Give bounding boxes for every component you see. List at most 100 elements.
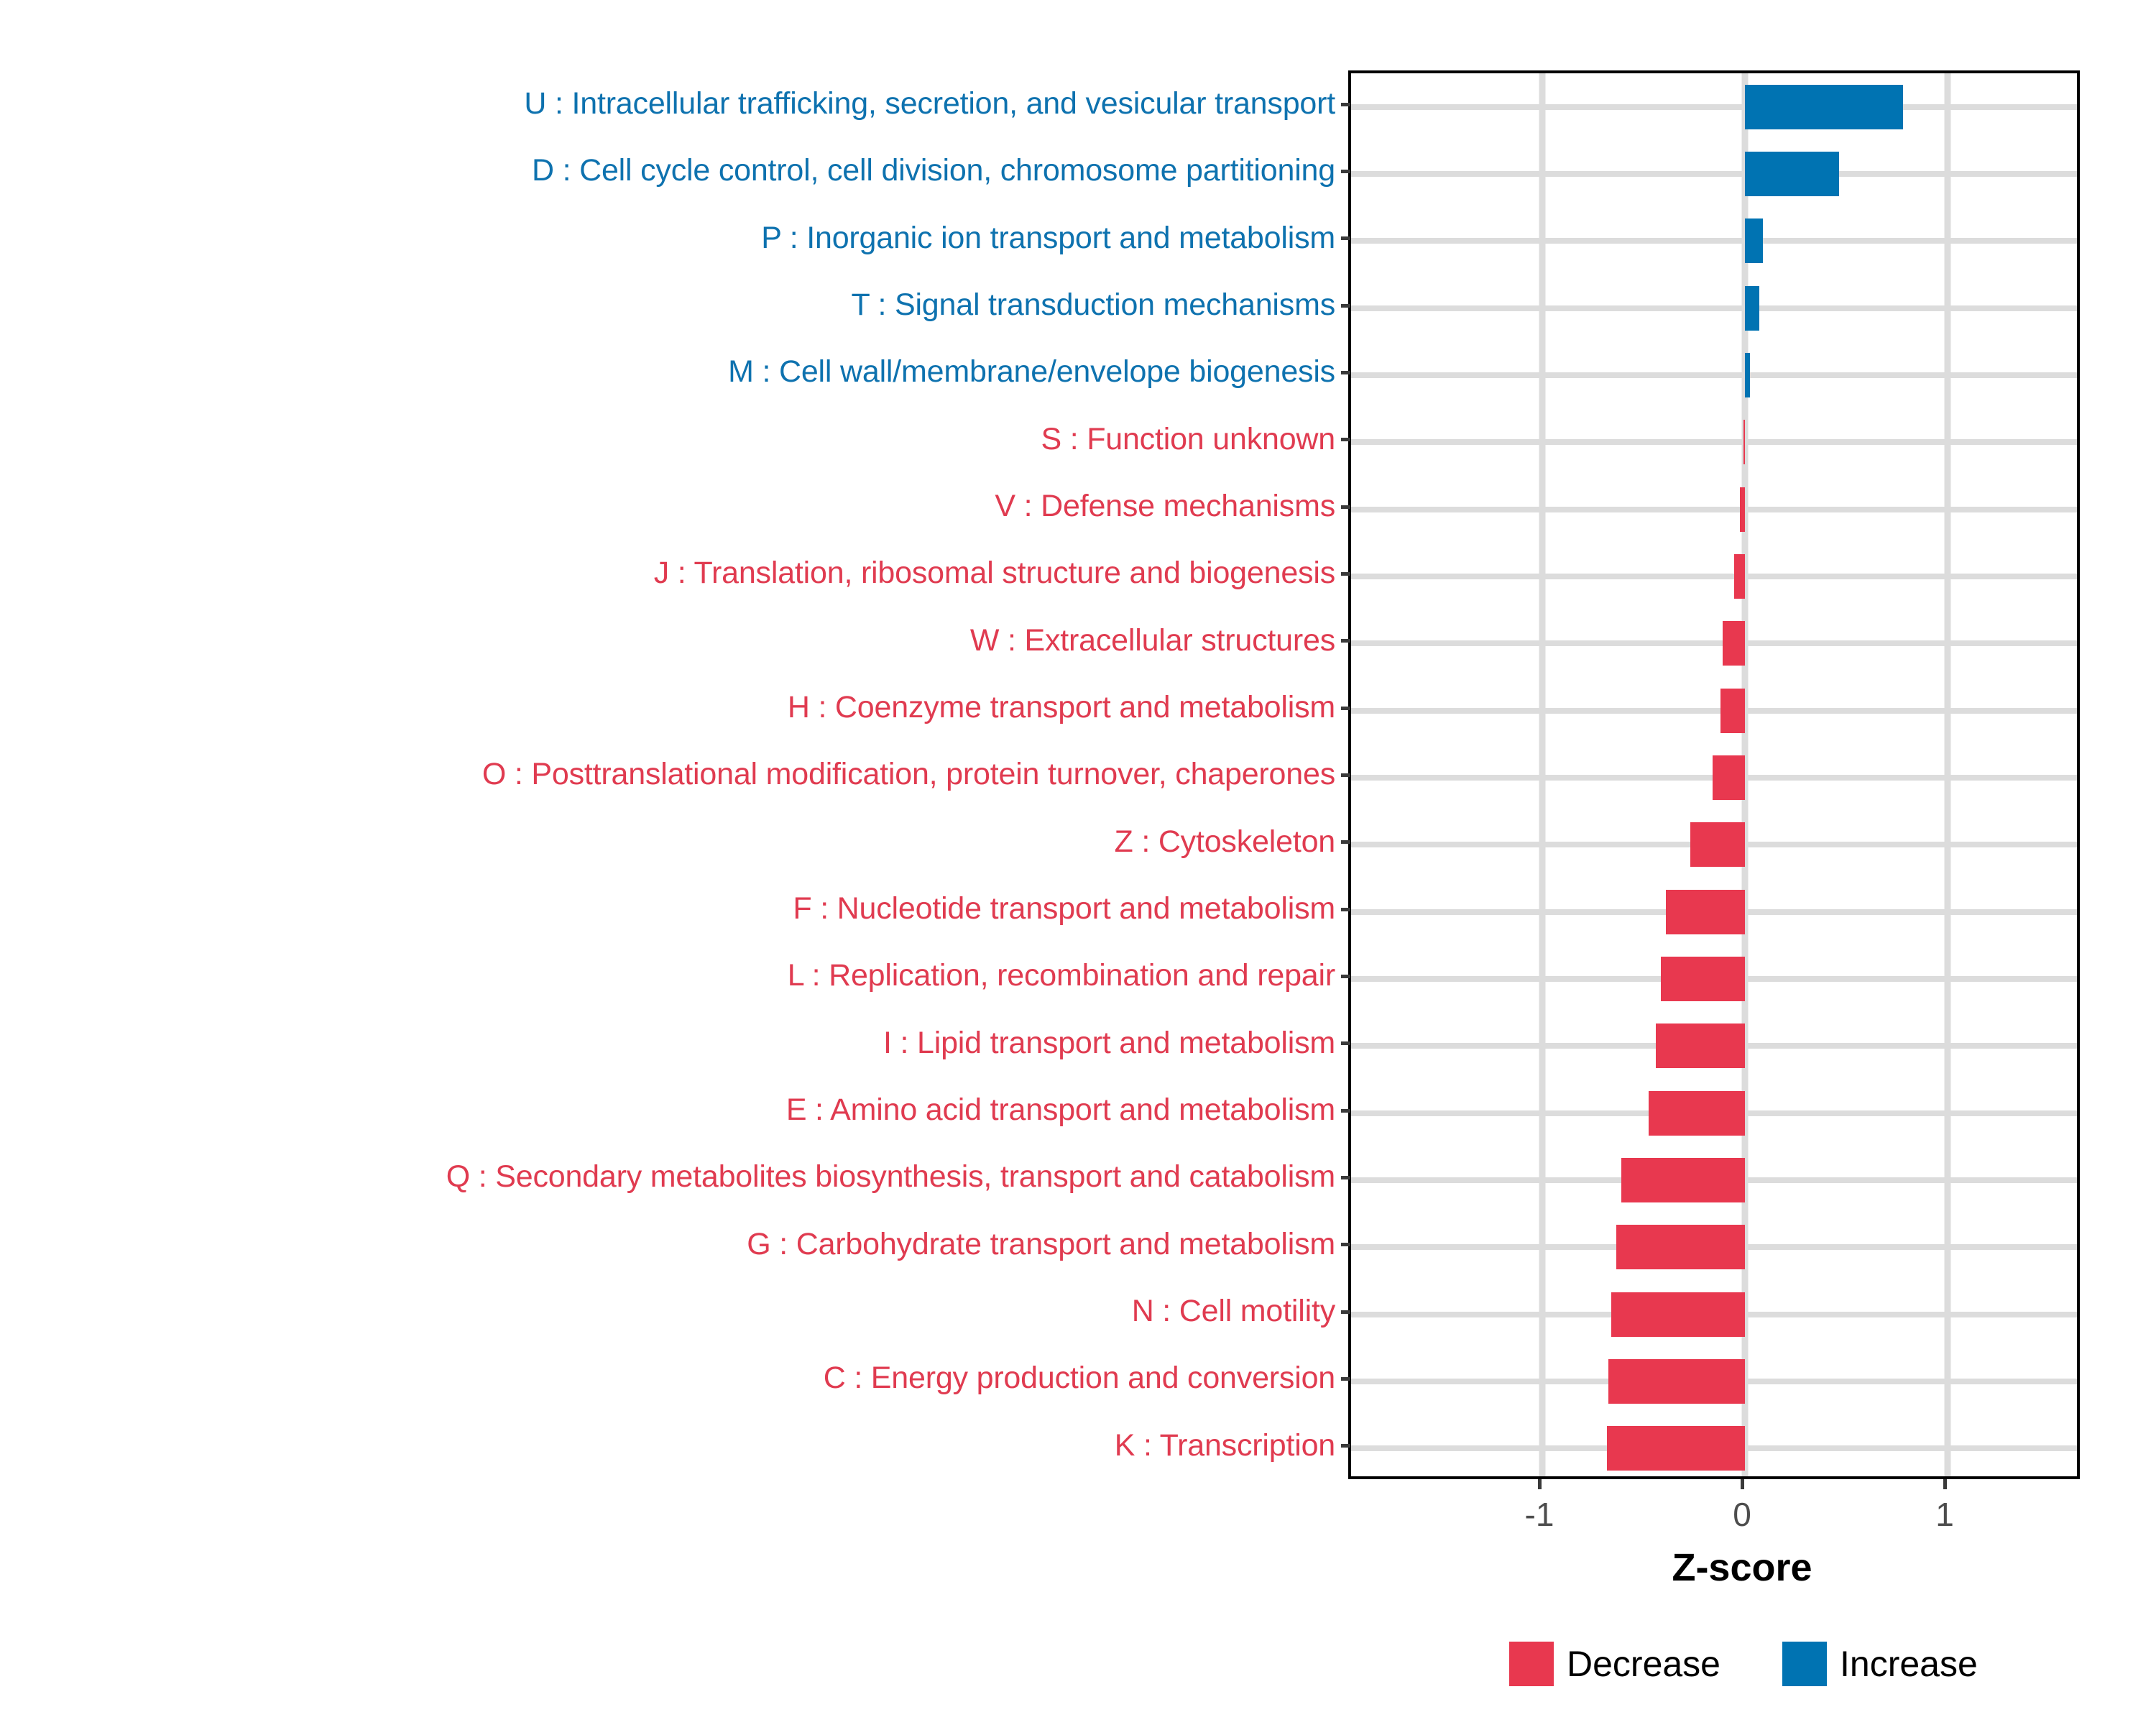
legend: Decrease Increase — [1509, 1639, 1978, 1689]
bar[interactable] — [1745, 218, 1764, 264]
y-axis-tick — [1341, 706, 1350, 710]
category-label: W : Extracellular structures — [969, 622, 1335, 658]
category-label: C : Energy production and conversion — [823, 1361, 1335, 1396]
category-label: S : Function unknown — [1041, 421, 1335, 456]
y-axis-tick — [1341, 170, 1350, 173]
legend-item-increase[interactable]: Increase — [1782, 1642, 1978, 1686]
category-row: S : Function unknown — [0, 406, 1348, 473]
plot-panel — [1348, 70, 2080, 1479]
gridline-horizontal — [1351, 305, 2077, 311]
gridline-horizontal — [1351, 372, 2077, 378]
plot-panel-inner — [1351, 73, 2077, 1476]
y-axis-tick — [1341, 1041, 1350, 1046]
category-row: D : Cell cycle control, cell division, c… — [0, 137, 1348, 204]
gridline-horizontal — [1351, 506, 2077, 512]
bar[interactable] — [1611, 1292, 1745, 1337]
gridline-horizontal — [1351, 171, 2077, 177]
y-axis-tick — [1341, 1243, 1350, 1247]
y-axis-tick — [1341, 102, 1350, 106]
x-axis-tick — [1741, 1479, 1744, 1489]
category-row: H : Coenzyme transport and metabolism — [0, 674, 1348, 741]
y-axis-tick — [1341, 1108, 1350, 1113]
category-row: J : Translation, ribosomal structure and… — [0, 540, 1348, 607]
legend-label-decrease: Decrease — [1567, 1644, 1720, 1684]
y-axis-tick — [1341, 975, 1350, 978]
bar[interactable] — [1616, 1225, 1745, 1270]
gridline-horizontal — [1351, 640, 2077, 647]
category-label: I : Lipid transport and metabolism — [883, 1025, 1335, 1060]
category-label: K : Transcription — [1114, 1427, 1335, 1463]
y-axis-tick — [1341, 1377, 1350, 1381]
category-label: J : Translation, ribosomal structure and… — [653, 556, 1335, 591]
category-row: T : Signal transduction mechanisms — [0, 272, 1348, 339]
category-row: M : Cell wall/membrane/envelope biogenes… — [0, 339, 1348, 405]
legend-swatch-increase-icon — [1782, 1642, 1827, 1686]
y-axis-tick — [1341, 773, 1350, 777]
bar[interactable] — [1739, 487, 1745, 532]
category-label: U : Intracellular trafficking, secretion… — [524, 86, 1335, 121]
category-label: G : Carbohydrate transport and metabolis… — [747, 1226, 1335, 1261]
y-axis-tick — [1341, 840, 1350, 845]
bar[interactable] — [1649, 1090, 1745, 1136]
y-axis-tick — [1341, 371, 1350, 374]
gridline-horizontal — [1351, 238, 2077, 244]
bar[interactable] — [1666, 889, 1745, 934]
y-axis-tick — [1341, 572, 1350, 576]
y-axis-tick — [1341, 303, 1350, 308]
category-label: Q : Secondary metabolites biosynthesis, … — [446, 1159, 1335, 1195]
bar[interactable] — [1655, 1024, 1745, 1069]
category-row: Z : Cytoskeleton — [0, 809, 1348, 875]
bar[interactable] — [1745, 152, 1840, 196]
legend-label-increase: Increase — [1840, 1644, 1978, 1684]
gridline-horizontal — [1351, 439, 2077, 446]
y-axis-tick — [1341, 907, 1350, 911]
legend-swatch-decrease-icon — [1509, 1642, 1554, 1686]
category-label: O : Posttranslational modification, prot… — [482, 757, 1335, 792]
bar[interactable] — [1660, 957, 1745, 1001]
bar[interactable] — [1745, 84, 1903, 129]
category-label: T : Signal transduction mechanisms — [851, 288, 1335, 323]
category-label: V : Defense mechanisms — [995, 489, 1335, 524]
bar[interactable] — [1608, 1359, 1745, 1404]
category-label: P : Inorganic ion transport and metaboli… — [761, 220, 1335, 255]
bar[interactable] — [1734, 554, 1745, 599]
category-row: F : Nucleotide transport and metabolism — [0, 875, 1348, 942]
category-row: K : Transcription — [0, 1412, 1348, 1479]
gridline-horizontal — [1351, 707, 2077, 714]
category-row: C : Energy production and conversion — [0, 1345, 1348, 1412]
bar[interactable] — [1745, 285, 1759, 331]
x-axis-tick-label: -1 — [1524, 1496, 1554, 1533]
category-label: Z : Cytoskeleton — [1114, 824, 1336, 859]
bar[interactable] — [1722, 621, 1745, 666]
category-label: N : Cell motility — [1131, 1294, 1336, 1328]
x-axis-tick — [1943, 1479, 1947, 1489]
category-row: Q : Secondary metabolites biosynthesis, … — [0, 1144, 1348, 1210]
bar[interactable] — [1743, 420, 1745, 465]
bar[interactable] — [1607, 1426, 1745, 1471]
x-axis-tick-label: 0 — [1733, 1496, 1751, 1533]
category-row: E : Amino acid transport and metabolism — [0, 1077, 1348, 1144]
category-row: L : Replication, recombination and repai… — [0, 942, 1348, 1009]
category-label: E : Amino acid transport and metabolism — [786, 1092, 1335, 1128]
legend-item-decrease[interactable]: Decrease — [1509, 1642, 1720, 1686]
y-axis-tick — [1341, 505, 1350, 509]
gridline-horizontal — [1351, 104, 2077, 110]
bar[interactable] — [1720, 688, 1745, 733]
gridline-horizontal — [1351, 574, 2077, 579]
x-axis-tick — [1538, 1479, 1542, 1489]
category-label: M : Cell wall/membrane/envelope biogenes… — [728, 354, 1335, 390]
bar[interactable] — [1745, 353, 1751, 397]
category-label: D : Cell cycle control, cell division, c… — [532, 153, 1335, 188]
y-axis-tick — [1341, 438, 1350, 442]
y-axis-tick — [1341, 1444, 1350, 1448]
category-row: G : Carbohydrate transport and metabolis… — [0, 1211, 1348, 1278]
category-label: F : Nucleotide transport and metabolism — [793, 891, 1335, 926]
bar[interactable] — [1690, 822, 1745, 868]
bar[interactable] — [1621, 1158, 1745, 1202]
x-axis-title: Z-score — [1672, 1546, 1812, 1589]
category-label: H : Coenzyme transport and metabolism — [787, 690, 1335, 725]
bar[interactable] — [1712, 755, 1745, 800]
category-row: I : Lipid transport and metabolism — [0, 1010, 1348, 1077]
category-row: U : Intracellular trafficking, secretion… — [0, 70, 1348, 137]
